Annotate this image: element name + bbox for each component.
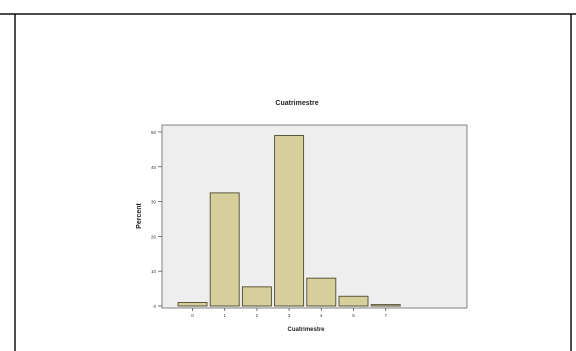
x-tick-label: 0 (191, 313, 194, 318)
y-tick-label: 40 (151, 165, 157, 170)
y-axis-label: Percent (136, 202, 143, 228)
x-tick-label: 5 (352, 313, 355, 318)
y-tick-label: 0 (153, 304, 156, 309)
bar-4 (306, 277, 337, 307)
bar-5 (338, 295, 369, 307)
y-tick-label: 50 (151, 130, 157, 135)
x-axis: 0 1 2 3 4 5 7 (191, 308, 387, 318)
chart-title: Cuatrimestre (275, 100, 318, 107)
x-tick-label: 2 (256, 313, 259, 318)
y-tick-label: 20 (151, 234, 157, 239)
x-tick-label: 3 (288, 313, 291, 318)
bars-group (177, 134, 401, 307)
y-tick-label: 10 (151, 269, 157, 274)
x-tick-label: 1 (223, 313, 226, 318)
y-axis: 0 10 20 30 40 50 (151, 130, 162, 309)
x-axis-label: Cuatrimestre (287, 327, 325, 333)
x-tick-label: 7 (384, 313, 387, 318)
bar-0 (177, 302, 208, 307)
bar-7 (370, 304, 401, 307)
y-tick-label: 30 (151, 200, 157, 205)
bar-3 (274, 134, 305, 307)
bar-2 (241, 286, 272, 307)
bar-1 (209, 192, 240, 307)
x-tick-label: 4 (320, 313, 323, 318)
